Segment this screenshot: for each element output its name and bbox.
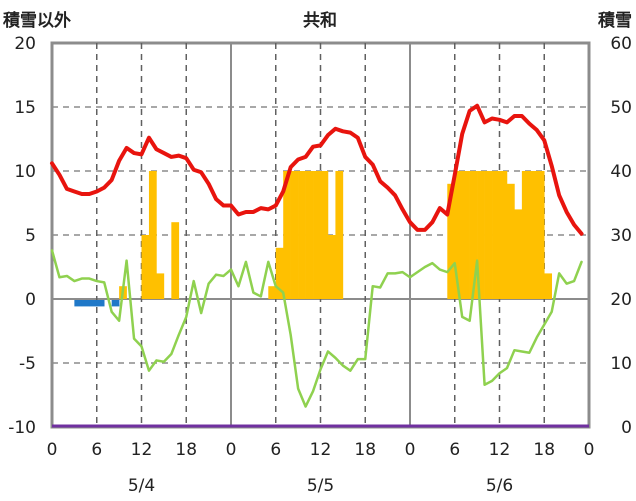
sunshine-bar: [89, 300, 98, 307]
series-lines: [50, 103, 589, 428]
right-axis-tick-label: 50: [610, 98, 632, 118]
precipitation-bar: [298, 171, 306, 299]
x-axis-tick-label: 6: [91, 440, 102, 460]
precipitation-bar: [492, 171, 500, 299]
sunshine-bars: [74, 300, 120, 307]
right-axis-tick-label: 20: [610, 290, 632, 310]
left-axis-tick-label: -10: [8, 418, 36, 438]
precipitation-bar: [156, 273, 165, 299]
right-axis-tick-label: 40: [610, 162, 632, 182]
left-axis-tick-label: 5: [25, 226, 36, 246]
precipitation-bar: [320, 171, 329, 299]
left-axis-tick-label: 20: [14, 34, 36, 54]
date-label: 5/4: [128, 476, 155, 496]
x-axis-tick-label: 6: [449, 440, 460, 460]
precipitation-bar: [268, 286, 277, 299]
left-axis-title: 積雪以外: [3, 10, 71, 31]
precipitation-bars: [119, 171, 553, 299]
precipitation-bar: [506, 183, 515, 299]
left-axis-tick-label: 10: [14, 162, 36, 182]
x-axis-tick-label: 0: [226, 440, 237, 460]
x-axis-tick-label: 6: [270, 440, 281, 460]
left-axis-tick-label: 0: [25, 290, 36, 310]
left-axis-tick-label: -5: [19, 354, 36, 374]
right-axis-tick-label: 60: [610, 34, 632, 54]
x-axis-tick-label: 12: [131, 440, 153, 460]
right-axis-tick-label: 30: [610, 226, 632, 246]
x-axis-ticks: 0 6 12 18 0 6 12 18 0 6 12 18 0: [47, 440, 595, 460]
date-labels: 5/4 5/5 5/6: [128, 476, 513, 496]
sunshine-bar: [96, 300, 105, 307]
right-axis-ticks: 60 50 40 30 20 10 0: [610, 34, 632, 438]
precipitation-bar: [544, 273, 553, 299]
precipitation-bar: [275, 247, 284, 299]
precipitation-bar: [171, 222, 180, 299]
precipitation-bar: [536, 171, 545, 299]
x-axis-tick-label: 0: [405, 440, 416, 460]
x-axis-tick-label: 18: [175, 440, 197, 460]
precipitation-bar: [283, 171, 291, 299]
right-axis-tick-label: 10: [610, 354, 632, 374]
right-axis-tick-label: 0: [621, 418, 632, 438]
x-axis-tick-label: 0: [47, 440, 58, 460]
sunshine-bar: [111, 300, 120, 307]
date-label: 5/5: [307, 476, 334, 496]
precipitation-bar: [327, 235, 336, 299]
precipitation-bar: [305, 171, 314, 299]
right-axis-title: 積雪: [598, 10, 632, 31]
sunshine-bar: [74, 300, 83, 307]
precipitation-bar: [462, 171, 470, 299]
x-axis-tick-label: 12: [310, 440, 332, 460]
x-axis-tick-label: 12: [489, 440, 511, 460]
precipitation-bar: [514, 209, 523, 299]
precipitation-bar: [141, 235, 150, 299]
precipitation-bar: [313, 171, 321, 299]
precipitation-bar: [148, 171, 157, 299]
precipitation-bar: [290, 171, 299, 299]
precipitation-bar: [499, 171, 508, 299]
x-axis-tick-label: 18: [354, 440, 376, 460]
left-axis-tick-label: 15: [14, 98, 36, 118]
precipitation-bar: [454, 171, 463, 299]
precipitation-bar: [335, 171, 344, 299]
x-axis-tick-label: 18: [533, 440, 555, 460]
precipitation-bar: [447, 183, 456, 299]
date-label: 5/6: [486, 476, 513, 496]
precipitation-bar: [529, 171, 538, 299]
precipitation-bar: [484, 171, 493, 299]
temperature-line: [50, 103, 584, 236]
x-axis-tick-label: 0: [584, 440, 595, 460]
precipitation-bar: [469, 171, 478, 299]
left-axis-ticks: 20 15 10 5 0 -5 -10: [8, 34, 36, 438]
chart-title: 共和: [303, 11, 337, 31]
sunshine-bar: [81, 300, 90, 307]
precipitation-bar: [477, 171, 485, 299]
wind-speed-line: [50, 249, 583, 408]
precipitation-bar: [521, 171, 530, 299]
